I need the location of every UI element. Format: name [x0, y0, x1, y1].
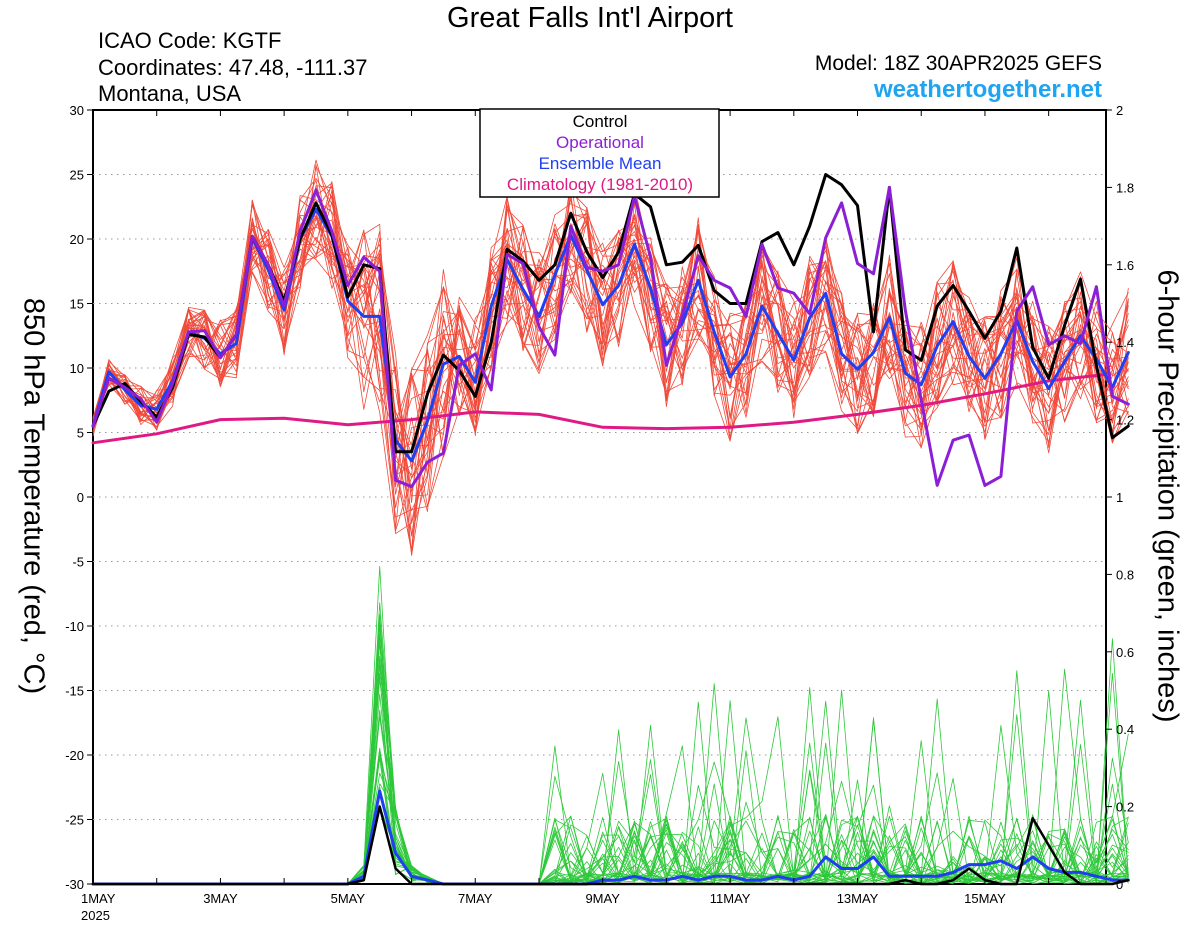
y-left-tick-label: -10: [65, 619, 84, 634]
y-left-tick-label: 20: [70, 232, 84, 247]
y-left-tick-label: 15: [70, 297, 84, 312]
y-right-tick-label: 1.2: [1116, 413, 1134, 428]
ensemble-member-precip-line: [92, 719, 1129, 885]
x-tick-label: 7MAY: [458, 891, 493, 906]
axes: 302520151050-5-10-15-20-25-3021.81.61.41…: [65, 103, 1134, 923]
climatology-temp-line: [91, 372, 1108, 445]
y-right-tick-label: 0.6: [1116, 645, 1134, 660]
y-right-tick-label: 1.8: [1116, 180, 1134, 195]
legend-operational: Operational: [556, 133, 644, 152]
icao-code: ICAO Code: KGTF: [98, 28, 282, 53]
ensemble-member-temp-line: [92, 196, 1129, 493]
ensemble-member-temp-line: [92, 185, 1129, 529]
legend-box: [479, 108, 720, 198]
ensemble-member-temp-line: [92, 195, 1129, 488]
y-right-tick-label: 0.8: [1116, 567, 1134, 582]
ensemble-member-precip-line: [92, 689, 1129, 885]
ensemble-member-temp-line: [92, 198, 1129, 482]
ensemble-member-temp-line: [92, 219, 1129, 512]
y-left-tick-label: 0: [77, 490, 84, 505]
y-right-tick-label: 2: [1116, 103, 1123, 118]
main-series: [91, 173, 1130, 886]
y-left-tick-label: -30: [65, 877, 84, 892]
ensemble-member-precip-line: [92, 716, 1129, 885]
ensemble-member-temp-line: [92, 194, 1129, 441]
ensemble-temp-members: [92, 159, 1129, 556]
plot-frame: [92, 109, 1107, 885]
ensemble-member-precip-line: [92, 626, 1129, 885]
x-tick-year-label: 2025: [81, 908, 110, 923]
legend-climatology: Climatology (1981-2010): [507, 175, 693, 194]
y-left-tick-label: 5: [77, 426, 84, 441]
legend-control: Control: [573, 112, 628, 131]
site-link[interactable]: weathertogether.net: [873, 76, 1102, 103]
ensemble-member-precip-line: [92, 714, 1129, 885]
ensemble-member-temp-line: [92, 199, 1129, 553]
x-tick-label: 13MAY: [837, 891, 879, 906]
ensemble-precip-members: [92, 565, 1129, 885]
x-tick-label: 3MAY: [203, 891, 238, 906]
y-right-tick-label: 1.6: [1116, 258, 1134, 273]
mean-temp-line: [91, 207, 1130, 463]
y-left-tick-label: -5: [72, 555, 84, 570]
y-left-tick-label: -25: [65, 813, 84, 828]
model-run: Model: 18Z 30APR2025 GEFS: [814, 52, 1102, 75]
coordinates: Coordinates: 47.48, -111.37: [98, 55, 368, 80]
y-right-tick-label: 0.4: [1116, 722, 1134, 737]
chart-title: Great Falls Int'l Airport: [447, 2, 733, 34]
ensemble-member-precip-line: [92, 622, 1129, 885]
x-tick-label: 5MAY: [331, 891, 366, 906]
x-tick-label: 15MAY: [964, 891, 1006, 906]
operational-temp-line: [91, 185, 1130, 489]
y-right-tick-label: 1.4: [1116, 335, 1134, 350]
ensemble-member-temp-line: [92, 181, 1129, 477]
ensemble-member-temp-line: [92, 165, 1129, 551]
region: Montana, USA: [98, 81, 242, 106]
legend-mean: Ensemble Mean: [539, 154, 662, 173]
x-tick-label: 1MAY: [81, 891, 116, 906]
ensemble-member-precip-line: [92, 602, 1129, 885]
y-left-tick-label: 25: [70, 168, 84, 183]
y-left-tick-label: -20: [65, 748, 84, 763]
legend: Control Operational Ensemble Mean Climat…: [479, 108, 720, 198]
y-left-tick-label: 30: [70, 103, 84, 118]
control-precip-line: [91, 805, 1130, 886]
ensemble-member-precip-line: [92, 693, 1129, 885]
y-right-tick-label: 1: [1116, 490, 1123, 505]
y-left-tick-label: -15: [65, 684, 84, 699]
y-right-tick-label: 0.2: [1116, 800, 1134, 815]
grid: [93, 174, 1106, 820]
x-tick-label: 11MAY: [710, 891, 751, 906]
ensemble-member-precip-line: [92, 565, 1129, 885]
ensemble-member-temp-line: [92, 179, 1129, 512]
x-tick-label: 9MAY: [585, 891, 620, 906]
y-left-tick-label: 10: [70, 361, 84, 376]
y-right-tick-label: 0: [1116, 877, 1123, 892]
